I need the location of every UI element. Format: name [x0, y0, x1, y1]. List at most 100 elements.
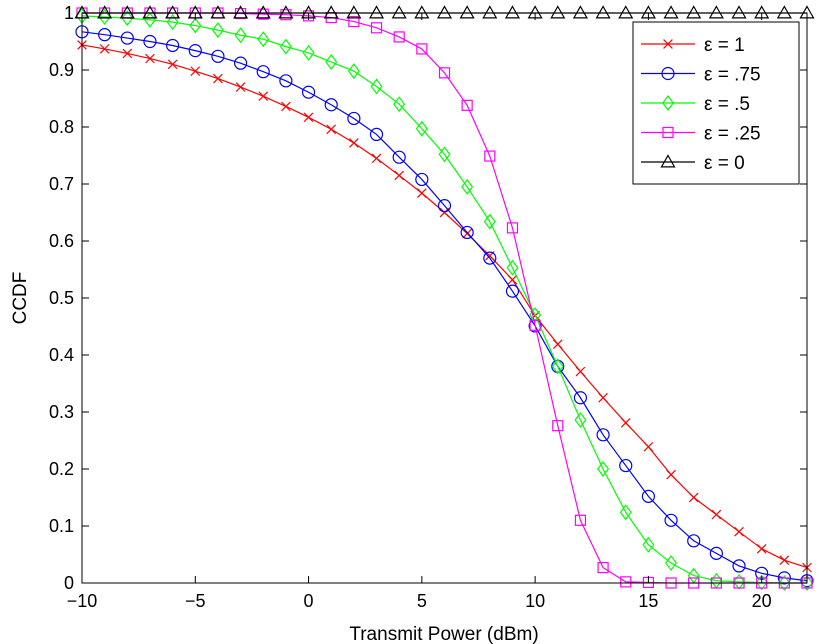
- y-tick-label: 0.6: [49, 231, 74, 251]
- series-1-point: [99, 44, 110, 54]
- series-1-point: [598, 392, 608, 403]
- series-1-point-stroke-b: [258, 91, 269, 102]
- series-3-point: [211, 22, 224, 39]
- series-2-point: [120, 31, 134, 45]
- series-3-point: [461, 178, 474, 195]
- y-tick-label: 0.2: [49, 459, 74, 479]
- series-1-point-stroke-b: [598, 392, 608, 403]
- series-2-point: [573, 391, 588, 405]
- series-1-point-stroke-b: [779, 555, 790, 566]
- series-3-point: [551, 358, 564, 375]
- series-1-point-stroke-b: [643, 441, 654, 452]
- series-4-point: [529, 319, 541, 331]
- series-2-point: [641, 489, 656, 503]
- series-3-point: [597, 461, 610, 477]
- y-axis-label: CCDF: [10, 272, 31, 325]
- series-1-point: [711, 509, 722, 520]
- series-4-point: [461, 99, 473, 111]
- series-1-point: [552, 339, 563, 349]
- series-2-point: [256, 65, 270, 79]
- series-5-point: [278, 5, 294, 19]
- series-1-point-stroke-b: [235, 82, 246, 92]
- legend-marker-stroke-b: [663, 39, 673, 49]
- y-tick-label: 0.1: [49, 516, 74, 536]
- series-5-point: [618, 5, 634, 19]
- series-1-point-stroke-b: [575, 366, 586, 377]
- series-3-point: [755, 574, 768, 591]
- y-tick-label: 0: [64, 573, 74, 593]
- series-1-point: [303, 112, 314, 123]
- series-3-point: [189, 17, 202, 34]
- series-1-point: [349, 138, 359, 148]
- series-1-point-stroke-b: [620, 418, 631, 428]
- series-1-point: [167, 59, 178, 70]
- series-2-point: [211, 49, 225, 63]
- series-3-point: [778, 575, 791, 591]
- series-2-point: [596, 428, 610, 442]
- series-1-point-stroke-b: [145, 53, 155, 64]
- legend-marker: [661, 66, 675, 81]
- series-3-point: [98, 8, 111, 25]
- series-5-point: [504, 5, 521, 19]
- series-3-point: [619, 504, 632, 521]
- series-3-point: [393, 96, 406, 113]
- series-1-point-stroke-b: [326, 124, 337, 135]
- series-3-point: [574, 411, 587, 428]
- series-2-point: [98, 28, 112, 42]
- x-tick-label: −10: [67, 591, 98, 611]
- series-4-point: [370, 22, 383, 34]
- series-3-point: [166, 14, 179, 31]
- series-3-point: [665, 555, 678, 572]
- series-3-point: [438, 146, 451, 163]
- series-1-point-stroke-b: [394, 170, 405, 181]
- series-3-point: [733, 573, 746, 590]
- series-2-point: [324, 98, 338, 112]
- series-5-point: [482, 5, 498, 19]
- legend-marker: [662, 126, 674, 139]
- legend-label: ε = .5: [704, 94, 750, 115]
- series-2-point: [732, 559, 746, 573]
- series-4-point: [438, 67, 451, 79]
- series-5-point: [550, 5, 566, 19]
- series-1-point: [643, 441, 654, 452]
- series-1-point: [507, 274, 518, 285]
- y-tick-label: 0.5: [49, 288, 74, 308]
- series-2-point: [437, 199, 452, 213]
- series-3-point: [347, 63, 360, 80]
- series-3-point: [302, 44, 315, 61]
- series-5-point: [731, 5, 747, 19]
- legend-label: ε = 1: [704, 35, 745, 56]
- series-2-point: [233, 56, 248, 70]
- y-tick-label: 0.9: [49, 60, 74, 80]
- series-1-point: [281, 101, 291, 112]
- legend-marker: [663, 39, 673, 49]
- series-1-point: [394, 170, 405, 181]
- series-1-point-stroke-b: [734, 526, 744, 537]
- series-5-point: [776, 5, 792, 19]
- series-3-point: [234, 27, 247, 44]
- series-4-point: [506, 222, 519, 234]
- series-2-point: [369, 127, 384, 142]
- series-2-point: [777, 571, 791, 585]
- series-4-point: [597, 562, 609, 574]
- series-1-point: [371, 153, 382, 164]
- x-tick-label: 20: [752, 591, 772, 611]
- series-5-point: [233, 5, 249, 19]
- legend-label: ε = .75: [704, 65, 761, 86]
- series-1-point-stroke-b: [122, 48, 133, 59]
- series-1-point-stroke-b: [552, 339, 563, 349]
- series-3-point: [642, 536, 655, 553]
- x-axis-label: Transmit Power (dBm): [349, 624, 538, 644]
- legend-label: ε = 0: [704, 153, 745, 174]
- series-1-point-stroke-b: [99, 44, 110, 54]
- series-5-point: [119, 5, 135, 19]
- series-1-point-stroke-b: [371, 153, 382, 164]
- legend-label: ε = .25: [704, 124, 761, 145]
- series-1-point: [779, 555, 790, 566]
- series-1-point: [326, 124, 337, 135]
- series-5-point: [572, 5, 588, 19]
- series-5-point: [142, 5, 158, 19]
- series-1-point-stroke-b: [213, 73, 223, 84]
- series-2-point: [415, 172, 429, 187]
